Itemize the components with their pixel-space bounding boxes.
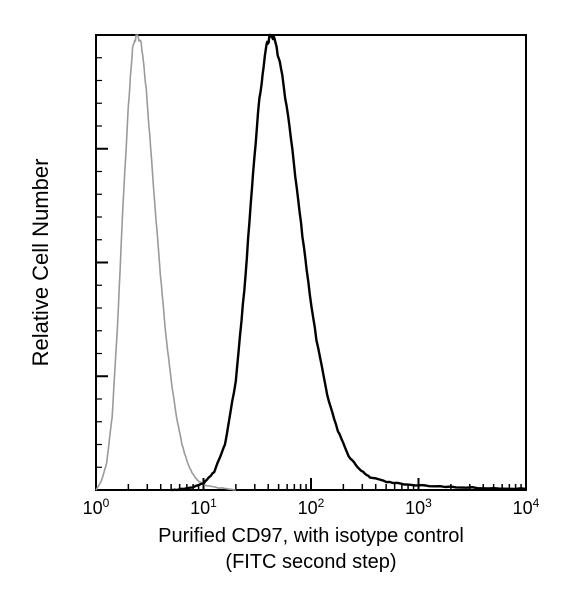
- x-tick-label: 100: [83, 496, 110, 518]
- x-axis-sublabel: (FITC second step): [225, 551, 396, 573]
- plot-area: [96, 35, 526, 490]
- y-axis-ticks: [96, 35, 108, 490]
- flow-histogram-chart: 100 101 102 103 104 Relative Cell Number Pur…: [0, 0, 574, 597]
- x-tick-label: 103: [405, 496, 432, 518]
- y-axis-label: Relative Cell Number: [28, 159, 53, 367]
- x-tick-label: 101: [190, 496, 217, 518]
- series-cd97-stained: [171, 35, 526, 490]
- x-axis-tick-labels: 100 101 102 103 104: [83, 496, 540, 518]
- x-tick-label: 104: [513, 496, 540, 518]
- x-axis-label: Purified CD97, with isotype control: [158, 525, 464, 547]
- x-tick-label: 102: [298, 496, 325, 518]
- histogram-series: [96, 35, 526, 490]
- series-isotype-control: [96, 35, 236, 490]
